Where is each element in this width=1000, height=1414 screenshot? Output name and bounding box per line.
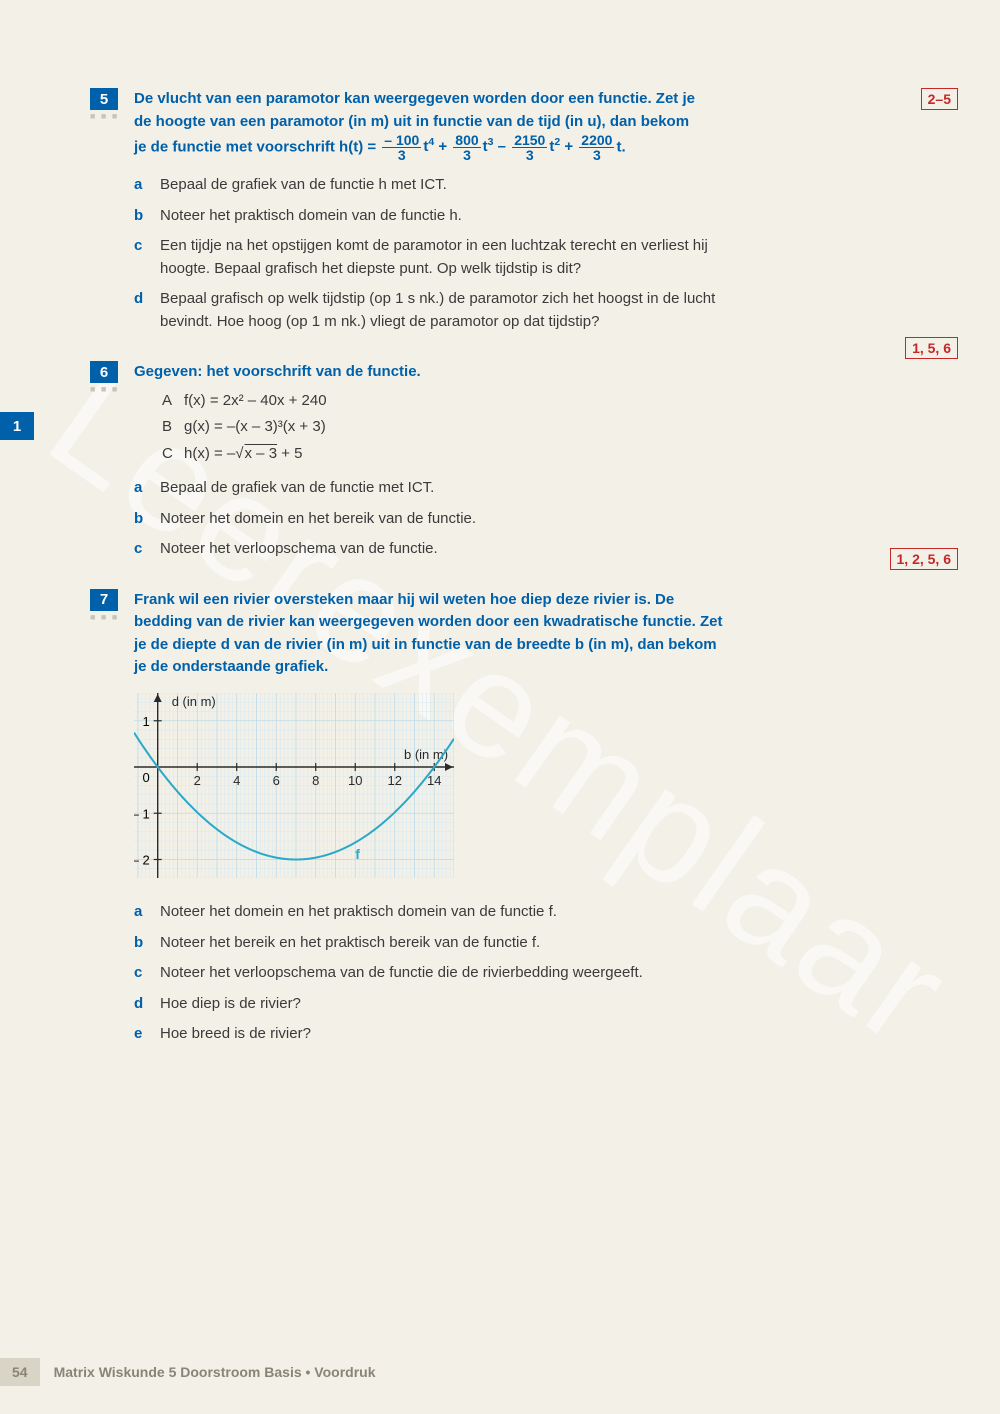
text: De vlucht van een paramotor kan weergege… <box>134 90 695 107</box>
sub-item-a: aBepaal de grafiek van de functie met IC… <box>134 477 910 500</box>
svg-text:– 1: – 1 <box>134 806 150 821</box>
exercise-number: 7 <box>90 589 118 611</box>
sub-item-e: eHoe breed is de rivier? <box>134 1023 910 1046</box>
sub-item-b: bNoteer het bereik en het praktisch bere… <box>134 932 910 955</box>
chart-svg: 246810121401– 1– 2d (in m)b (in m)f <box>134 693 454 878</box>
text: de hoogte van een paramotor (in m) uit i… <box>134 113 689 130</box>
text: x – 3 <box>244 445 278 462</box>
sub-item-b: bNoteer het domein en het bereik van de … <box>134 508 910 531</box>
exercise-7: 7 ■ ■ ■ Frank wil een rivier oversteken … <box>90 589 910 1046</box>
text: Noteer het bereik en het praktisch berei… <box>160 932 910 955</box>
fraction: 8003 <box>453 133 480 162</box>
svg-text:b (in m): b (in m) <box>404 747 448 762</box>
text: g(x) = –(x – 3)³(x + 3) <box>184 418 326 435</box>
text: Noteer het domein en het bereik van de f… <box>160 508 910 531</box>
formula-row: Ch(x) = –√x – 3 + 5 <box>162 443 910 466</box>
exercise-dots: ■ ■ ■ <box>90 384 119 394</box>
text: Hoe diep is de rivier? <box>160 993 910 1016</box>
text: Een tijdje na het opstijgen komt de para… <box>160 235 740 280</box>
text: t3 – <box>483 138 511 155</box>
sub-item-c: cEen tijdje na het opstijgen komt de par… <box>134 235 910 280</box>
text: t2 + <box>549 138 577 155</box>
sub-item-d: dBepaal grafisch op welk tijdstip (op 1 … <box>134 288 910 333</box>
exercise-number: 5 <box>90 88 118 110</box>
exercise-dots: ■ ■ ■ <box>90 111 119 121</box>
svg-text:2: 2 <box>194 773 201 788</box>
sub-item-c: cNoteer het verloopschema van de functie… <box>134 538 910 561</box>
text: f(x) = 2x² – 40x + 240 <box>184 392 327 409</box>
sub-item-a: aBepaal de grafiek van de functie h met … <box>134 174 910 197</box>
book-title: Matrix Wiskunde 5 Doorstroom Basis • Voo… <box>54 1364 376 1380</box>
fraction: 21503 <box>512 133 547 162</box>
exercise-dots: ■ ■ ■ <box>90 612 119 622</box>
text: je de functie met voorschrift h(t) = <box>134 138 376 155</box>
formula-row: Bg(x) = –(x – 3)³(x + 3) <box>162 416 910 439</box>
exercise-number: 6 <box>90 361 118 383</box>
exercise-5: 5 ■ ■ ■ De vlucht van een paramotor kan … <box>90 88 910 333</box>
text: Bepaal de grafiek van de functie h met I… <box>160 174 910 197</box>
graph-river-depth: 246810121401– 1– 2d (in m)b (in m)f <box>134 693 910 886</box>
text: Bepaal de grafiek van de functie met ICT… <box>160 477 910 500</box>
fraction: – 1003 <box>382 133 421 162</box>
side-tab-chapter: 1 <box>0 412 34 440</box>
sub-item-c: cNoteer het verloopschema van de functie… <box>134 962 910 985</box>
text: Noteer het praktisch domein van de funct… <box>160 205 910 228</box>
ref-box-ex6: 1, 5, 6 <box>905 337 958 359</box>
text: Bepaal grafisch op welk tijdstip (op 1 s… <box>160 288 740 333</box>
footer: 54 Matrix Wiskunde 5 Doorstroom Basis • … <box>0 1358 376 1386</box>
page-number: 54 <box>0 1358 40 1386</box>
svg-text:0: 0 <box>142 770 149 785</box>
sub-item-b: bNoteer het praktisch domein van de func… <box>134 205 910 228</box>
text: Noteer het domein en het praktisch domei… <box>160 901 910 924</box>
exercise-intro: Frank wil een rivier oversteken maar hij… <box>134 589 724 679</box>
text: h(x) = – <box>184 445 235 462</box>
ref-box-ex5: 2–5 <box>921 88 958 110</box>
svg-text:f: f <box>355 845 360 861</box>
text: Noteer het verloopschema van de functie. <box>160 538 910 561</box>
sub-item-a: aNoteer het domein en het praktisch dome… <box>134 901 910 924</box>
svg-text:12: 12 <box>388 773 402 788</box>
svg-text:d (in m): d (in m) <box>172 694 216 709</box>
svg-text:8: 8 <box>312 773 319 788</box>
text: + 5 <box>277 445 302 462</box>
exercise-intro: Gegeven: het voorschrift van de functie. <box>134 361 910 384</box>
exercise-intro: De vlucht van een paramotor kan weergege… <box>134 88 910 162</box>
text: Hoe breed is de rivier? <box>160 1023 910 1046</box>
fraction: 22003 <box>579 133 614 162</box>
svg-text:1: 1 <box>142 713 149 728</box>
formula-row: Af(x) = 2x² – 40x + 240 <box>162 390 910 413</box>
svg-text:4: 4 <box>233 773 240 788</box>
svg-text:10: 10 <box>348 773 362 788</box>
sub-item-d: dHoe diep is de rivier? <box>134 993 910 1016</box>
formula-list: Af(x) = 2x² – 40x + 240 Bg(x) = –(x – 3)… <box>162 390 910 466</box>
svg-text:– 2: – 2 <box>134 852 150 867</box>
text: t4 + <box>423 138 451 155</box>
text: . <box>621 138 625 155</box>
svg-text:6: 6 <box>273 773 280 788</box>
text: Noteer het verloopschema van de functie … <box>160 962 910 985</box>
exercise-6: 6 ■ ■ ■ Gegeven: het voorschrift van de … <box>90 361 910 561</box>
